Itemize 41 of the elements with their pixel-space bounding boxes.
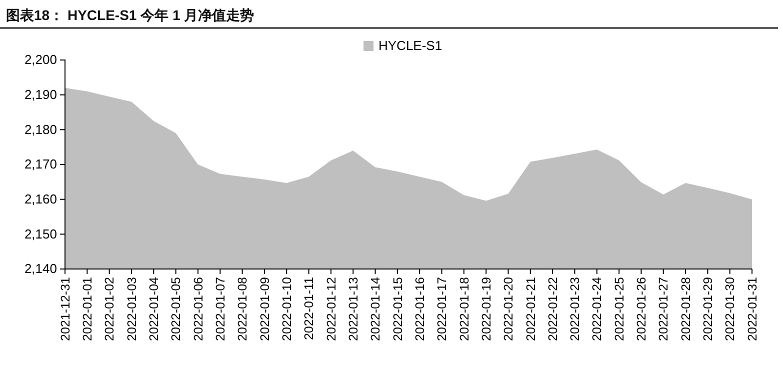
x-tick-label: 2022-01-19 <box>479 276 494 341</box>
y-tick-label: 2,180 <box>24 122 57 137</box>
x-tick-label: 2022-01-25 <box>612 276 626 341</box>
x-tick-label: 2022-01-26 <box>634 276 649 341</box>
x-tick-label: 2022-01-02 <box>102 276 117 341</box>
chart-title: 图表18： HYCLE-S1 今年 1 月净值走势 <box>6 7 254 23</box>
x-tick-label: 2022-01-18 <box>457 276 472 341</box>
x-tick-label: 2022-01-12 <box>324 276 338 341</box>
x-tick-label: 2022-01-30 <box>723 276 738 341</box>
x-tick-label: 2022-01-27 <box>656 276 671 341</box>
y-tick-label: 2,200 <box>24 52 57 68</box>
x-tick-label: 2022-01-10 <box>280 276 294 341</box>
x-tick-label: 2022-01-11 <box>302 276 316 340</box>
x-tick-label: 2022-01-24 <box>590 276 604 341</box>
x-tick-label: 2022-01-15 <box>390 276 405 341</box>
legend-label: HYCLE-S1 <box>378 38 442 53</box>
x-tick-label: 2022-01-21 <box>524 276 538 341</box>
y-tick-label: 2,170 <box>24 156 57 172</box>
x-tick-label: 2022-01-05 <box>169 276 184 341</box>
x-tick-label: 2021-12-31 <box>58 276 72 341</box>
x-tick-label: 2022-01-16 <box>412 276 427 341</box>
y-tick-label: 2,160 <box>24 191 57 206</box>
x-tick-label: 2022-01-07 <box>214 276 228 341</box>
x-tick-label: 2022-01-31 <box>745 276 760 341</box>
x-tick-label: 2022-01-23 <box>568 276 582 341</box>
x-tick-label: 2022-01-01 <box>80 276 95 341</box>
x-tick-label: 2022-01-09 <box>258 276 272 341</box>
y-tick-label: 2,150 <box>24 226 57 242</box>
x-tick-label: 2022-01-08 <box>236 276 250 341</box>
y-tick-label: 2,140 <box>24 261 57 276</box>
x-tick-label: 2022-01-14 <box>368 276 383 341</box>
x-tick-label: 2022-01-29 <box>701 276 716 341</box>
x-tick-label: 2022-01-13 <box>346 276 360 341</box>
y-tick-label: 2,190 <box>24 86 57 102</box>
x-tick-label: 2022-01-22 <box>546 276 560 341</box>
x-tick-label: 2022-01-17 <box>435 276 450 341</box>
x-tick-label: 2022-01-03 <box>124 276 139 341</box>
x-tick-label: 2022-01-04 <box>147 276 162 341</box>
x-tick-label: 2022-01-20 <box>502 276 516 341</box>
x-tick-label: 2022-01-28 <box>678 276 693 341</box>
x-tick-label: 2022-01-06 <box>191 276 206 341</box>
